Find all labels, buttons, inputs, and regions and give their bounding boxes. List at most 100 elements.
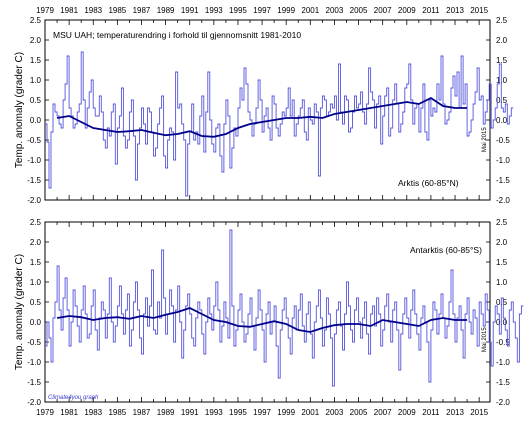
y-tick-label-left: -1.0 (27, 156, 41, 165)
arctic-right-note: Mai 2015 (482, 127, 488, 152)
arctic-smoothed-series (56, 96, 468, 138)
y-tick-label-right: -1.5 (496, 378, 510, 387)
y-tick-label-right: 0.0 (496, 318, 508, 327)
arctic-panel: 2.5 2.5 2.0 2.0 1.5 1.5 1.0 1.0 0.5 0.5 0.0 0.0 -0.5… (14, 16, 514, 205)
monthly-line (45, 51, 514, 197)
y-tick-label-right: 2.5 (496, 16, 508, 25)
x-tick-label-bottom: 1985 (108, 408, 126, 417)
y-tick-label-left: 1.0 (30, 76, 42, 85)
x-tick-label-top: 2001 (301, 6, 319, 15)
y-tick-label-left: 0.0 (30, 318, 42, 327)
y-tick-label-right: -2.0 (496, 398, 510, 407)
x-tick-label-top: 1999 (277, 6, 295, 15)
y-tick-label-right: -0.5 (496, 136, 510, 145)
antarctic-credit: Climate4you graph (48, 395, 99, 401)
arctic-monthly-series (45, 51, 514, 197)
x-tick-label-top: 2013 (446, 6, 464, 15)
x-tick-label-bottom: 1995 (229, 408, 247, 417)
antarctic-ticks: 2.5 2.5 2.0 2.0 1.5 1.5 1.0 1.0 0.5 0.5 0.0 0.0 -0.5… (27, 218, 510, 407)
antarctic-monthly-series (45, 229, 524, 387)
y-tick-label-left: -1.0 (27, 358, 41, 367)
x-tick-label-bottom: 1981 (60, 408, 78, 417)
x-tick-label-top: 2003 (326, 6, 344, 15)
y-tick-label-right: 0.5 (496, 96, 508, 105)
y-tick-label-left: 2.0 (30, 36, 42, 45)
y-tick-label-left: 2.5 (30, 16, 42, 25)
x-tick-label-top: 1981 (60, 6, 78, 15)
x-tick-label-bottom: 1991 (181, 408, 199, 417)
x-tick-label-top: 2009 (398, 6, 416, 15)
x-tick-label-top: 1997 (253, 6, 271, 15)
y-tick-label-right: 1.5 (496, 56, 508, 65)
arctic-plot-frame (44, 19, 491, 201)
x-tick-label-bottom: 1983 (84, 408, 102, 417)
y-tick-label-right: 2.5 (496, 218, 508, 227)
x-tick-label-bottom: 1993 (205, 408, 223, 417)
x-tick-label-top: 2015 (470, 6, 488, 15)
antarctic-smoothed-series (56, 307, 468, 333)
y-tick-label-right: 0.5 (496, 298, 508, 307)
y-tick-label-right: 2.0 (496, 36, 508, 45)
y-tick-label-left: -0.5 (27, 136, 41, 145)
x-tick-label-top: 1983 (84, 6, 102, 15)
antarctic-right-note: Mai 2015 (482, 327, 488, 352)
x-tick-label-top: 1987 (133, 6, 151, 15)
y-tick-label-left: 1.5 (30, 258, 42, 267)
y-tick-label-right: -0.5 (496, 338, 510, 347)
y-tick-label-right: 1.0 (496, 76, 508, 85)
y-tick-label-left: -2.0 (27, 196, 41, 205)
x-tick-label-top: 2005 (350, 6, 368, 15)
x-tick-label-top: 1993 (205, 6, 223, 15)
y-tick-label-left: 1.5 (30, 56, 42, 65)
arctic-chart-title: MSU UAH; temperaturendring i forhold til… (53, 30, 301, 40)
y-tick-label-left: -2.0 (27, 398, 41, 407)
x-tick-label-bottom: 2001 (301, 408, 319, 417)
x-tick-label-bottom: 2009 (398, 408, 416, 417)
y-tick-label-left: -1.5 (27, 378, 41, 387)
bottom-x-tick-labels: 1979 1981 1983 1985 1987 1989 1991 1993 1995 1997… (36, 408, 488, 417)
x-tick-label-top: 1985 (108, 6, 126, 15)
antarctic-y-axis-label: Temp. anomaly (grader C) (14, 254, 25, 370)
x-tick-label-top: 2011 (422, 6, 440, 15)
antarctic-region-label: Antarktis (60-85°S) (410, 245, 482, 255)
y-tick-label-right: 1.5 (496, 258, 508, 267)
y-tick-label-right: 1.0 (496, 278, 508, 287)
y-tick-label-left: 2.0 (30, 238, 42, 247)
x-tick-label-top: 2007 (374, 6, 392, 15)
top-x-tick-labels: 1979 1981 1983 1985 1987 1989 1991 1993 1995 1997… (36, 6, 488, 15)
y-tick-label-left: 0.5 (30, 96, 42, 105)
x-tick-label-bottom: 1997 (253, 408, 271, 417)
x-tick-label-top: 1991 (181, 6, 199, 15)
x-tick-label-bottom: 2011 (422, 408, 440, 417)
y-tick-label-left: 1.0 (30, 278, 42, 287)
y-tick-label-right: -1.5 (496, 176, 510, 185)
x-tick-label-top: 1979 (36, 6, 54, 15)
x-tick-label-bottom: 2015 (470, 408, 488, 417)
y-tick-label-right: -1.0 (496, 156, 510, 165)
y-tick-label-right: -2.0 (496, 196, 510, 205)
x-tick-label-bottom: 1979 (36, 408, 54, 417)
x-tick-label-bottom: 1989 (157, 408, 175, 417)
y-tick-label-left: 0.0 (30, 116, 42, 125)
antarctic-panel: 2.5 2.5 2.0 2.0 1.5 1.5 1.0 1.0 0.5 0.5 0.0 0.0 -0.5… (14, 218, 524, 407)
arctic-y-axis-label: Temp. anomaly (grader C) (14, 52, 25, 168)
x-tick-label-bottom: 2005 (350, 408, 368, 417)
x-tick-label-bottom: 1987 (133, 408, 151, 417)
arctic-region-label: Arktis (60-85°N) (398, 178, 459, 188)
x-tick-label-bottom: 2007 (374, 408, 392, 417)
x-tick-label-top: 1995 (229, 6, 247, 15)
arctic-ticks: 2.5 2.5 2.0 2.0 1.5 1.5 1.0 1.0 0.5 0.5 0.0 0.0 -0.5… (27, 16, 510, 205)
y-tick-label-left: -1.5 (27, 176, 41, 185)
monthly-line (45, 229, 524, 387)
antarctic-plot-frame (44, 221, 491, 403)
smoothed-line (56, 96, 468, 138)
x-tick-label-bottom: 2003 (326, 408, 344, 417)
y-tick-label-left: 2.5 (30, 218, 42, 227)
x-tick-label-top: 1989 (157, 6, 175, 15)
y-tick-label-right: 2.0 (496, 238, 508, 247)
x-tick-label-bottom: 1999 (277, 408, 295, 417)
y-tick-label-left: -0.5 (27, 338, 41, 347)
y-tick-label-left: 0.5 (30, 298, 42, 307)
smoothed-line (56, 307, 468, 333)
